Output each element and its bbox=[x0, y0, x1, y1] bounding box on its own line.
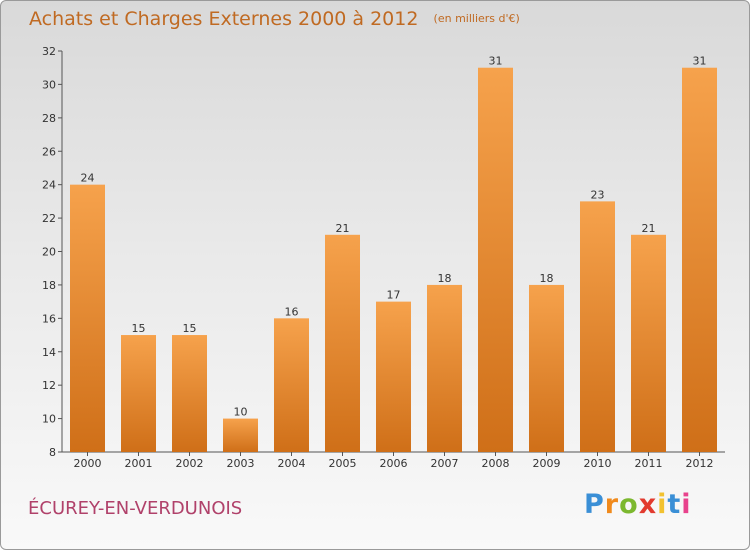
logo-letter: i bbox=[657, 489, 668, 520]
y-tick-label: 18 bbox=[42, 279, 56, 292]
bar-value-label: 23 bbox=[591, 188, 605, 201]
y-tick-label: 14 bbox=[42, 346, 56, 359]
bar bbox=[376, 301, 411, 452]
bar bbox=[529, 284, 564, 452]
logo-letter: r bbox=[604, 489, 620, 520]
logo-letter: x bbox=[638, 489, 658, 520]
x-tick-label: 2009 bbox=[533, 457, 561, 470]
bar-value-label: 21 bbox=[336, 222, 350, 235]
y-tick-label: 8 bbox=[49, 446, 56, 459]
bar bbox=[478, 67, 513, 452]
bar bbox=[172, 335, 207, 452]
bar-value-label: 17 bbox=[387, 289, 401, 302]
chart-title-block: Achats et Charges Externes 2000 à 2012 (… bbox=[29, 8, 520, 30]
logo-letter: t bbox=[667, 489, 682, 520]
bar bbox=[631, 234, 666, 452]
bar-value-label: 31 bbox=[693, 55, 707, 68]
bar-value-label: 15 bbox=[132, 322, 146, 335]
chart-title: Achats et Charges Externes 2000 à 2012 bbox=[29, 8, 419, 30]
logo-letter: P bbox=[584, 489, 605, 520]
y-tick-label: 26 bbox=[42, 145, 56, 158]
bar bbox=[121, 335, 156, 452]
x-tick-label: 2007 bbox=[431, 457, 459, 470]
bar-value-label: 10 bbox=[234, 406, 248, 419]
x-tick-label: 2000 bbox=[74, 457, 102, 470]
y-tick-label: 12 bbox=[42, 379, 56, 392]
y-tick-label: 20 bbox=[42, 246, 56, 259]
y-tick-label: 16 bbox=[42, 312, 56, 325]
bar-value-label: 31 bbox=[489, 55, 503, 68]
bar-value-label: 18 bbox=[438, 272, 452, 285]
logo-letter: o bbox=[619, 489, 639, 520]
bar-value-label: 15 bbox=[183, 322, 197, 335]
x-tick-label: 2010 bbox=[584, 457, 612, 470]
chart-unit: (en milliers d'€) bbox=[433, 12, 520, 25]
place-name: ÉCUREY-EN-VERDUNOIS bbox=[28, 498, 243, 519]
bar-value-label: 24 bbox=[81, 172, 95, 185]
x-tick-label: 2006 bbox=[380, 457, 408, 470]
y-tick-label: 30 bbox=[42, 78, 56, 91]
bar-value-label: 18 bbox=[540, 272, 554, 285]
x-tick-label: 2004 bbox=[278, 457, 306, 470]
bar bbox=[427, 284, 462, 452]
bar bbox=[325, 234, 360, 452]
bar-value-label: 21 bbox=[642, 222, 656, 235]
x-tick-label: 2001 bbox=[125, 457, 153, 470]
x-tick-label: 2003 bbox=[227, 457, 255, 470]
logo-letter: i bbox=[681, 489, 692, 520]
y-tick-label: 10 bbox=[42, 413, 56, 426]
x-tick-label: 2008 bbox=[482, 457, 510, 470]
x-tick-label: 2012 bbox=[686, 457, 714, 470]
y-tick-label: 24 bbox=[42, 179, 56, 192]
y-tick-label: 28 bbox=[42, 112, 56, 125]
bar bbox=[580, 201, 615, 452]
bar bbox=[682, 67, 717, 452]
x-tick-label: 2005 bbox=[329, 457, 357, 470]
y-tick-label: 22 bbox=[42, 212, 56, 225]
bar bbox=[223, 418, 258, 452]
x-tick-label: 2011 bbox=[635, 457, 663, 470]
bar-value-label: 16 bbox=[285, 305, 299, 318]
x-tick-label: 2002 bbox=[176, 457, 204, 470]
proxiti-logo: Proxiti bbox=[584, 489, 692, 520]
y-tick-label: 32 bbox=[42, 45, 56, 58]
bar bbox=[70, 184, 105, 452]
bar bbox=[274, 318, 309, 452]
